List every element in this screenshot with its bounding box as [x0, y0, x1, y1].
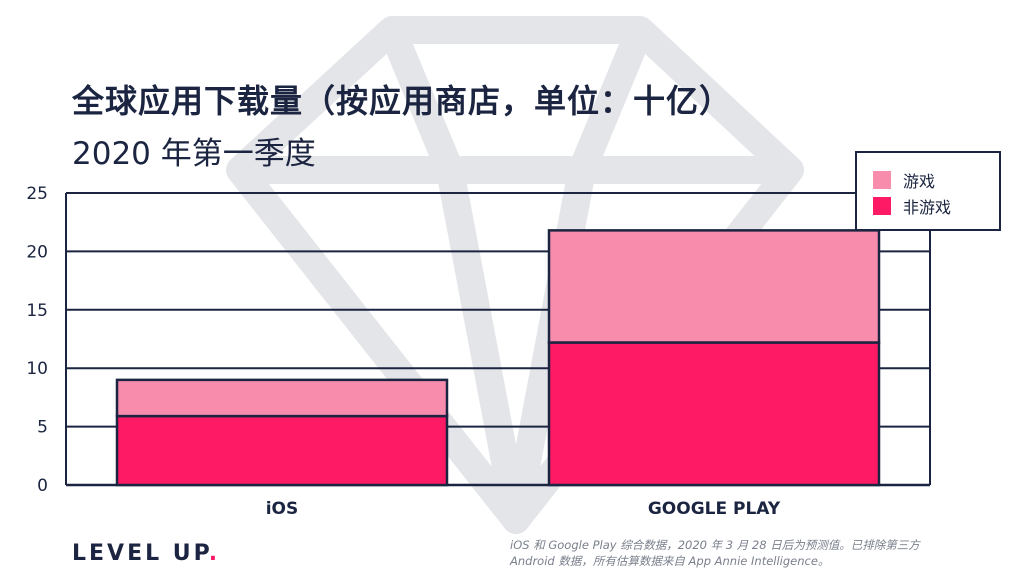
legend-item-non-games: 非游戏: [873, 193, 999, 219]
chart-subtitle: 2020 年第一季度: [72, 136, 316, 172]
legend-label-games: 游戏: [903, 172, 936, 191]
x-tick-label-ios: iOS: [266, 499, 299, 519]
footnote-line-1: iOS 和 Google Play 综合数据，2020 年 3 月 28 日后为…: [510, 538, 920, 552]
y-tick-label-20: 20: [26, 242, 48, 262]
brand-dot: .: [208, 541, 221, 566]
y-tick-label-25: 25: [26, 184, 48, 204]
legend-swatch-games: [873, 171, 891, 189]
brand-text: LEVEL UP: [72, 541, 209, 566]
legend-swatch-non-games: [873, 197, 891, 215]
y-tick-label-5: 5: [37, 418, 48, 438]
bar-google-play-games: [547, 229, 881, 344]
y-tick-label-0: 0: [37, 476, 48, 496]
brand-logo: LEVEL UP.: [72, 541, 220, 566]
bar-ios-non-games: [115, 414, 449, 487]
footnote: iOS 和 Google Play 综合数据，2020 年 3 月 28 日后为…: [510, 537, 980, 569]
chart-title: 全球应用下载量（按应用商店，单位：十亿）: [72, 82, 733, 120]
bar-ios-games: [115, 378, 449, 418]
legend-label-non-games: 非游戏: [903, 198, 952, 217]
chart-legend: 游戏 非游戏: [855, 151, 1001, 231]
footnote-line-2: Android 数据，所有估算数据来自 App Annie Intelligen…: [510, 554, 830, 568]
y-tick-label-15: 15: [26, 301, 48, 321]
y-tick-label-10: 10: [26, 359, 48, 379]
bar-google-play-non-games: [547, 341, 881, 487]
legend-item-games: 游戏: [873, 167, 999, 193]
x-tick-label-google-play: GOOGLE PLAY: [648, 499, 781, 519]
